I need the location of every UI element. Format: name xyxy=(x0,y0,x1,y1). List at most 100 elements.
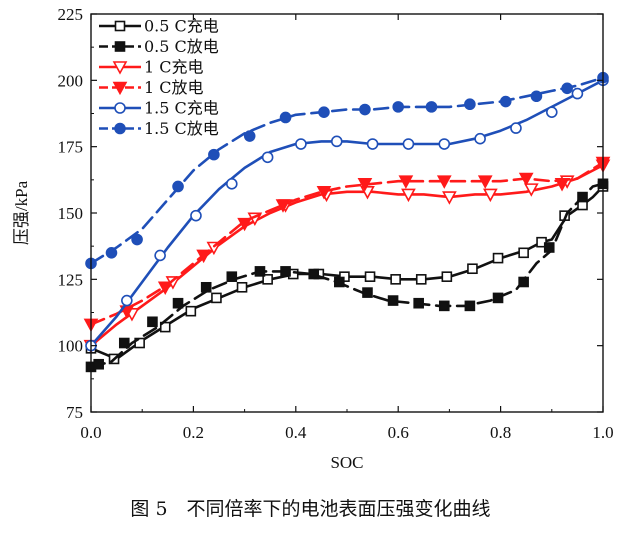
series-marker xyxy=(254,266,266,277)
series-marker xyxy=(359,103,371,116)
series-line xyxy=(89,163,605,348)
y-tick-label: 225 xyxy=(58,5,84,24)
series-marker xyxy=(211,292,222,304)
series-marker xyxy=(441,271,453,282)
series-marker xyxy=(530,90,543,103)
series-marker xyxy=(243,130,256,142)
series-marker xyxy=(554,178,570,192)
series-marker xyxy=(442,191,457,205)
legend-entry: 1.5 C放电 xyxy=(99,119,219,138)
y-tick-label: 125 xyxy=(58,270,84,289)
series-line xyxy=(89,182,605,369)
y-axis-title: 压强/kPa xyxy=(12,180,31,245)
series-marker xyxy=(499,95,512,108)
series-marker xyxy=(561,82,573,95)
series-layer xyxy=(83,71,611,373)
series-marker xyxy=(261,151,274,164)
series-marker xyxy=(518,247,529,259)
legend-marker xyxy=(112,61,128,75)
series-marker xyxy=(392,101,405,113)
series-marker xyxy=(362,287,373,298)
series-marker xyxy=(436,175,452,189)
legend-marker xyxy=(114,20,126,32)
series-marker xyxy=(118,337,130,349)
y-tick-label: 150 xyxy=(58,204,84,223)
axis-ticks: 0.0 0.2 0.4 0.6 0.8 1.0 75 100 125 150 175 200 225 xyxy=(58,5,614,442)
series-marker xyxy=(275,199,291,213)
series-line xyxy=(89,161,605,326)
series-marker xyxy=(523,183,539,197)
legend-marker xyxy=(114,102,126,114)
legend-label: 1 C充电 xyxy=(144,58,204,77)
series-marker xyxy=(464,300,476,312)
series-marker xyxy=(236,281,248,293)
series-marker xyxy=(147,316,158,328)
series-marker xyxy=(474,132,486,145)
series-marker xyxy=(154,249,166,262)
figure-caption: 图 5 不同倍率下的电池表面压强变化曲线 xyxy=(130,498,491,520)
y-tick-label: 75 xyxy=(66,403,83,422)
x-tick-label: 1.0 xyxy=(592,423,613,442)
y-tick-label: 200 xyxy=(58,71,84,90)
series-marker xyxy=(93,358,104,370)
x-tick-label: 0.4 xyxy=(285,423,307,442)
series-marker xyxy=(364,271,376,282)
series-marker xyxy=(237,217,252,232)
x-tick-label: 0.2 xyxy=(183,423,204,442)
series-marker xyxy=(492,252,504,264)
series-marker xyxy=(483,188,498,203)
series-marker xyxy=(477,175,493,189)
series-marker xyxy=(401,188,416,203)
legend-entry: 1.5 C充电 xyxy=(99,99,219,118)
series-marker xyxy=(316,185,332,200)
series-marker xyxy=(464,98,476,111)
series-marker xyxy=(357,178,373,192)
series-marker xyxy=(334,276,345,288)
series-marker xyxy=(330,135,343,148)
series-marker xyxy=(438,300,450,312)
series-marker xyxy=(467,263,478,275)
series-marker xyxy=(105,247,118,259)
series-marker xyxy=(172,297,184,309)
series-marker xyxy=(545,106,558,118)
legend-label: 1 C放电 xyxy=(144,78,204,97)
series-marker xyxy=(226,178,238,190)
series-marker xyxy=(159,321,171,333)
series-marker xyxy=(308,268,320,280)
series-marker xyxy=(492,292,504,304)
series-marker xyxy=(262,274,273,285)
series-marker xyxy=(226,271,238,282)
series-marker xyxy=(134,337,145,349)
series-marker xyxy=(279,111,292,124)
series-marker xyxy=(185,305,197,317)
series-0 xyxy=(85,181,609,365)
legend-entry: 1 C充电 xyxy=(99,58,204,77)
pressure-soc-chart: 0.0 0.2 0.4 0.6 0.8 1.0 75 100 125 150 175 200 225 S… xyxy=(12,5,614,472)
legend-label: 1.5 C充电 xyxy=(144,99,219,118)
series-marker xyxy=(577,191,588,203)
legend-marker xyxy=(112,81,128,96)
series-marker xyxy=(518,276,529,288)
series-marker xyxy=(387,295,399,306)
series-marker xyxy=(366,138,379,150)
x-axis-title: SOC xyxy=(330,453,363,472)
series-marker xyxy=(157,281,173,295)
legend-label: 0.5 C放电 xyxy=(144,37,219,56)
series-marker xyxy=(295,138,307,150)
x-tick-label: 0.0 xyxy=(80,423,101,442)
series-marker xyxy=(413,297,424,309)
series-marker xyxy=(571,87,584,100)
legend-entry: 0.5 C放电 xyxy=(99,37,219,56)
legend-label: 0.5 C充电 xyxy=(144,17,219,36)
legend-entry: 0.5 C充电 xyxy=(99,17,219,36)
series-marker xyxy=(438,138,451,150)
legend-marker xyxy=(114,41,126,52)
legend-label: 1.5 C放电 xyxy=(144,119,219,138)
series-3 xyxy=(83,156,611,333)
series-marker xyxy=(131,233,143,246)
y-tick-label: 100 xyxy=(58,337,84,356)
series-marker xyxy=(510,122,522,134)
x-tick-label: 0.6 xyxy=(388,423,409,442)
series-5 xyxy=(85,71,609,270)
